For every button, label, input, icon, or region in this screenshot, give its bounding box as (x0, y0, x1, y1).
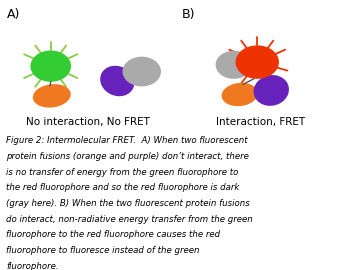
Text: protein fusions (orange and purple) don’t interact, there: protein fusions (orange and purple) don’… (6, 152, 249, 161)
Text: Figure 2: Intermolecular FRET.  A) When two fluorescent: Figure 2: Intermolecular FRET. A) When t… (6, 136, 248, 145)
Text: B): B) (182, 8, 196, 21)
Ellipse shape (222, 83, 258, 106)
Circle shape (216, 51, 252, 79)
Circle shape (236, 45, 279, 79)
Ellipse shape (100, 66, 134, 96)
Circle shape (30, 50, 71, 82)
Circle shape (122, 57, 161, 86)
Text: fluorophore.: fluorophore. (6, 262, 59, 270)
Ellipse shape (33, 84, 71, 107)
Ellipse shape (253, 75, 289, 106)
Text: (gray here). B) When the two fluorescent protein fusions: (gray here). B) When the two fluorescent… (6, 199, 250, 208)
Text: fluorophore to fluoresce instead of the green: fluorophore to fluoresce instead of the … (6, 246, 200, 255)
Text: the red fluorophore and so the red fluorophore is dark: the red fluorophore and so the red fluor… (6, 183, 240, 192)
Text: do interact, non-radiative energy transfer from the green: do interact, non-radiative energy transf… (6, 215, 253, 224)
Text: Interaction, FRET: Interaction, FRET (216, 117, 305, 127)
Text: is no transfer of energy from the green fluorophore to: is no transfer of energy from the green … (6, 168, 239, 177)
Text: fluorophore to the red fluorophore causes the red: fluorophore to the red fluorophore cause… (6, 230, 220, 239)
Text: No interaction, No FRET: No interaction, No FRET (26, 117, 149, 127)
Text: A): A) (7, 8, 20, 21)
